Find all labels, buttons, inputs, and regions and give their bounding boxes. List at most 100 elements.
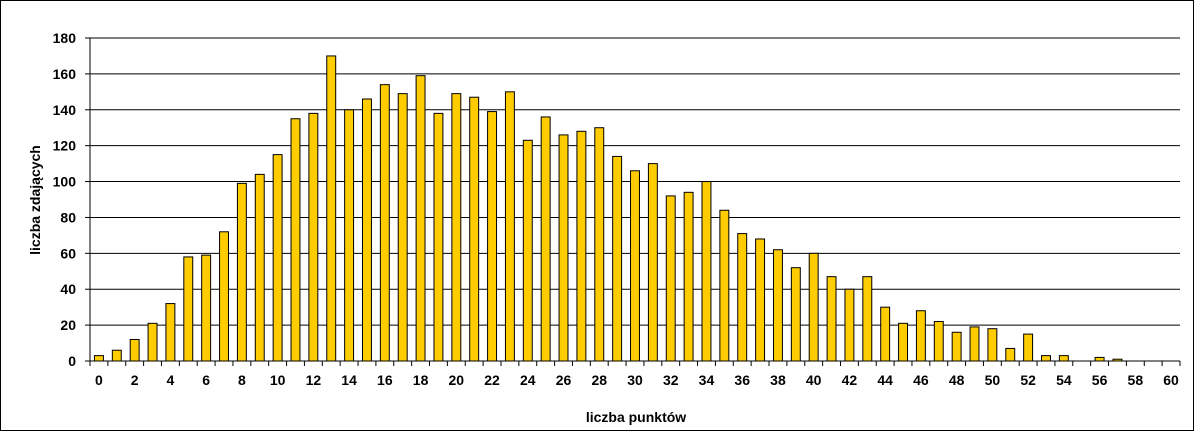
x-tick-label: 24 [520, 372, 536, 388]
bar [147, 322, 158, 362]
y-tick-label: 0 [68, 353, 76, 369]
bar [701, 181, 712, 362]
bar [254, 173, 265, 362]
bar [665, 195, 676, 362]
x-tick-label: 48 [949, 372, 965, 388]
x-tick-label: 44 [877, 372, 893, 388]
x-tick-label: 36 [734, 372, 750, 388]
bar [969, 326, 980, 362]
bar [308, 112, 319, 362]
bar [844, 288, 855, 362]
x-tick-label: 60 [1163, 372, 1179, 388]
y-tick-label: 120 [53, 138, 77, 154]
y-tick-label: 60 [60, 245, 76, 261]
bar [790, 267, 801, 362]
bar [397, 93, 408, 362]
x-tick-label: 46 [913, 372, 929, 388]
x-tick-label: 8 [238, 372, 246, 388]
bar [951, 331, 962, 362]
bar [219, 231, 229, 362]
bar [344, 109, 355, 362]
y-tick-label: 160 [53, 66, 77, 82]
bar [719, 209, 730, 362]
bar [236, 182, 247, 362]
x-tick-label: 52 [1020, 372, 1036, 388]
bar [272, 154, 283, 362]
x-tick-label: 0 [95, 372, 103, 388]
bar [487, 111, 498, 362]
bar [111, 349, 122, 362]
y-tick-label: 80 [60, 209, 76, 225]
x-tick-label: 10 [270, 372, 286, 388]
bar [558, 134, 569, 362]
bar [379, 84, 390, 362]
bars [93, 55, 1123, 362]
bar [612, 155, 623, 362]
bar [362, 98, 372, 362]
bar [862, 276, 873, 362]
x-tick-label: 32 [663, 372, 679, 388]
x-tick-label: 22 [484, 372, 500, 388]
axes [89, 38, 1181, 366]
bar [326, 55, 337, 362]
bar [630, 170, 640, 362]
x-tick-label: 50 [985, 372, 1001, 388]
bar [772, 249, 783, 362]
bar [129, 338, 140, 362]
bar [183, 256, 194, 362]
x-axis-title: liczba punktów [586, 409, 686, 425]
bar [1058, 355, 1069, 362]
y-tick-labels: 0 20 40 60 80 100 120 140 160 180 [53, 30, 77, 369]
y-tick-label: 40 [60, 281, 76, 297]
bar [880, 306, 891, 362]
x-tick-label: 4 [167, 372, 175, 388]
x-tick-label: 2 [131, 372, 139, 388]
bar [165, 303, 176, 362]
bar [290, 118, 301, 362]
bar [540, 116, 551, 362]
x-tick-label: 18 [413, 372, 429, 388]
x-tick-label: 6 [202, 372, 210, 388]
bar [987, 328, 998, 362]
x-tick-label: 14 [341, 372, 357, 388]
bar [933, 321, 944, 362]
x-tick-label: 40 [806, 372, 822, 388]
x-tick-label: 28 [591, 372, 607, 388]
bar [576, 130, 587, 362]
bar [755, 238, 766, 362]
x-tick-label: 56 [1092, 372, 1108, 388]
bar [898, 322, 908, 362]
y-tick-label: 20 [60, 317, 76, 333]
y-tick-label: 100 [53, 174, 77, 190]
bar [647, 163, 658, 362]
bar [683, 191, 694, 362]
x-tick-label: 58 [1128, 372, 1144, 388]
x-tick-label: 42 [842, 372, 858, 388]
y-tick-label: 140 [53, 102, 77, 118]
bar [1005, 347, 1016, 362]
bar [415, 75, 426, 362]
bar [522, 139, 533, 362]
bar [1041, 355, 1051, 362]
bar [826, 276, 837, 362]
bar [469, 96, 480, 362]
bar [1094, 356, 1105, 362]
x-tick-label: 26 [556, 372, 572, 388]
bar [451, 93, 462, 362]
bar [737, 233, 748, 362]
y-tick-label: 180 [53, 30, 77, 46]
bar [915, 310, 926, 362]
bar [1023, 333, 1034, 362]
bar [594, 127, 605, 362]
bar [93, 355, 104, 362]
x-tick-label: 30 [627, 372, 643, 388]
y-axis-title: liczba zdających [27, 145, 43, 255]
x-tick-label: 54 [1056, 372, 1072, 388]
x-tick-label: 20 [449, 372, 465, 388]
bar [808, 252, 819, 362]
bar [201, 254, 212, 362]
x-tick-label: 34 [699, 372, 715, 388]
x-tick-label: 38 [770, 372, 786, 388]
x-tick-label: 12 [306, 372, 322, 388]
